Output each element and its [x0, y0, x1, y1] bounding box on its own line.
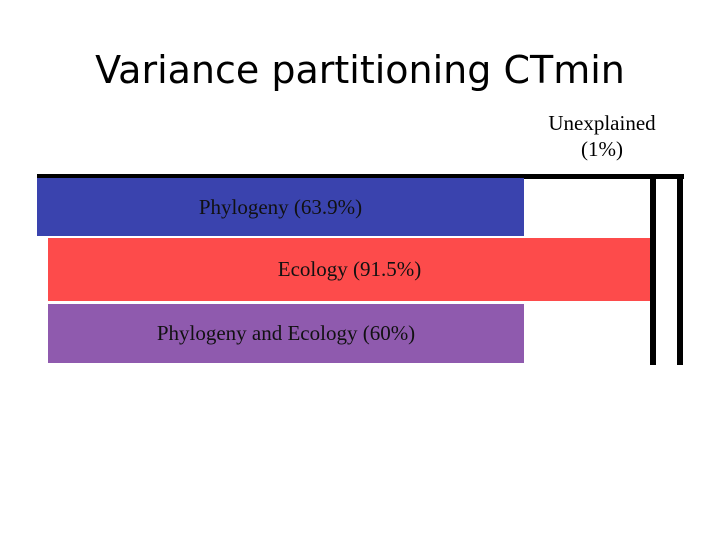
- unexplained-text: Unexplained: [548, 111, 656, 135]
- slide-title: Variance partitioning CTmin: [95, 48, 625, 92]
- phylogeny-bar-label: Phylogeny (63.9%): [198, 194, 363, 219]
- phylogeny-and-ecology-bar: Phylogeny and Ecology (60%): [48, 304, 524, 363]
- phylogeny-and-ecology-bar-label: Phylogeny and Ecology (60%): [156, 321, 416, 345]
- top-divider-line: [37, 174, 684, 179]
- ecology-bar: Ecology (91.5%): [48, 238, 651, 301]
- unexplained-left-line: [650, 174, 656, 365]
- ecology-bar-label: Ecology (91.5%): [277, 257, 422, 281]
- unexplained-label: Unexplained (1%): [532, 110, 672, 162]
- unexplained-percent: (1%): [581, 137, 623, 161]
- unexplained-right-line: [677, 174, 683, 365]
- phylogeny-bar: Phylogeny (63.9%): [37, 178, 524, 236]
